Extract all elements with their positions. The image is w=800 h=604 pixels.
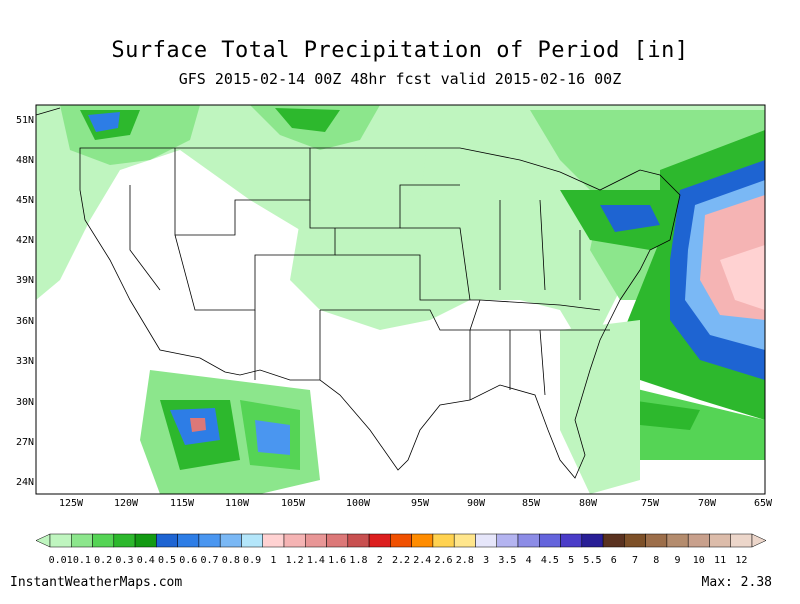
colorbar-tick-label: 8 [653, 555, 660, 566]
colorbar-tick-label: 1.6 [328, 555, 347, 566]
colorbar-tick-label: 11 [714, 555, 727, 566]
credit-text: InstantWeatherMaps.com [10, 575, 183, 590]
lon-tick-label: 75W [640, 498, 660, 509]
lat-tick-label: 36N [15, 316, 34, 327]
colorbar-tick-label: 0.01 [48, 555, 73, 566]
colorbar-tick-label: 0.4 [136, 555, 155, 566]
colorbar-tick-label: 2.4 [413, 555, 432, 566]
lat-tick-label: 45N [15, 195, 34, 206]
colorbar-tick-label: 2 [376, 555, 383, 566]
colorbar-tick-label: 2.6 [434, 555, 453, 566]
lat-tick-label: 30N [15, 397, 34, 408]
lon-tick-label: 110W [224, 498, 250, 509]
colorbar-tick-label: 10 [692, 555, 705, 566]
lat-tick-label: 51N [15, 115, 34, 126]
colorbar-tick-label: 7 [631, 555, 639, 566]
colorbar-tick-label: 2.2 [391, 555, 411, 566]
colorbar-tick-label: 1.2 [285, 555, 304, 566]
colorbar-tick-label: 0.2 [94, 555, 113, 566]
colorbar-tick-label: 1.8 [349, 555, 368, 566]
colorbar-tick-label: 4 [525, 555, 532, 566]
map-frame [35, 104, 766, 495]
colorbar-tick-label: 0.8 [221, 555, 240, 566]
colorbar-tick-label: 0.7 [200, 555, 219, 566]
lon-tick-label: 120W [113, 498, 139, 509]
lon-tick-label: 115W [169, 498, 195, 509]
colorbar-tick-label: 0.3 [115, 555, 134, 566]
colorbar-tick-label: 0.9 [243, 555, 262, 566]
colorbar-tick-label: 4.5 [540, 555, 559, 566]
colorbar-tick-label: 9 [674, 555, 681, 566]
lon-tick-label: 95W [410, 498, 430, 509]
colorbar-tick-label: 0.1 [72, 555, 91, 566]
colorbar-tick-label: 12 [735, 555, 748, 566]
colorbar-tick-label: 1.4 [306, 555, 325, 566]
colorbar-tick-label: 0.5 [157, 555, 177, 566]
lon-tick-label: 65W [753, 498, 773, 509]
lon-tick-label: 80W [578, 498, 598, 509]
lon-tick-label: 70W [697, 498, 717, 509]
lat-tick-label: 33N [15, 356, 34, 367]
lat-tick-label: 42N [15, 235, 34, 246]
colorbar-tick-label: 0.6 [179, 555, 198, 566]
lon-tick-label: 100W [345, 498, 371, 509]
lon-tick-label: 90W [466, 498, 486, 509]
lat-tick-label: 39N [15, 275, 34, 286]
lon-tick-label: 85W [521, 498, 541, 509]
lon-tick-label: 125W [58, 498, 84, 509]
colorbar-tick-label: 5 [568, 555, 575, 566]
colorbar-tick-label: 5.5 [583, 555, 602, 566]
max-value: Max: 2.38 [701, 575, 772, 590]
colorbar-tick-label: 3 [483, 555, 490, 566]
lat-tick-label: 27N [15, 437, 34, 448]
precip-fields [36, 105, 765, 494]
colorbar-tick-label: 3.5 [498, 555, 517, 566]
colorbar-tick-label: 6 [610, 555, 617, 566]
lon-tick-label: 105W [280, 498, 306, 509]
boundaries [35, 107, 681, 479]
map-title: Surface Total Precipitation of Period [i… [111, 38, 689, 63]
map-subtitle: GFS 2015-02-14 00Z 48hr fcst valid 2015-… [178, 70, 622, 88]
colorbar-tick-label: 2.8 [455, 555, 474, 566]
lat-tick-label: 24N [15, 477, 34, 488]
lat-tick-label: 48N [15, 155, 34, 166]
colorbar-tick-label: 1 [270, 555, 277, 566]
